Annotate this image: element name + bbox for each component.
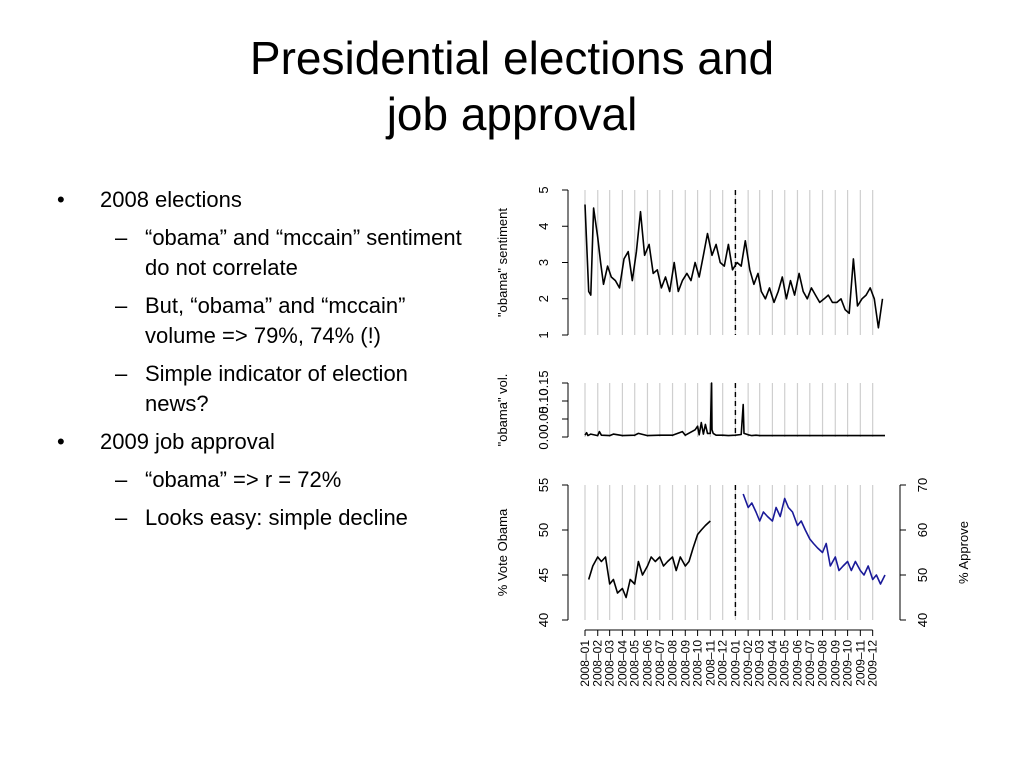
y-tick-label: 0.05 [536, 406, 551, 431]
sub-bullet-text: “obama” and “mccain” sentiment do not co… [145, 225, 462, 280]
x-tick-label: 2008–04 [615, 640, 629, 687]
title-line-2: job approval [386, 88, 638, 140]
x-tick-label: 2008–07 [653, 640, 667, 687]
x-tick-label: 2009–04 [765, 640, 779, 687]
sub-bullet-mark: – [115, 225, 128, 250]
sub-bullet-item: – Looks easy: simple decline [55, 503, 475, 533]
x-tick-label: 2008–06 [640, 640, 654, 687]
x-tick-label: 2008–10 [691, 640, 705, 687]
y-tick-label: 45 [536, 568, 551, 582]
y-tick-label: 40 [536, 613, 551, 627]
title-line-1: Presidential elections and [249, 32, 775, 84]
x-tick-label: 2008–01 [578, 640, 592, 687]
sub-bullet-mark: – [115, 293, 128, 318]
sub-bullet-item: – But, “obama” and “mccain” volume => 79… [55, 291, 475, 351]
bullet-text: 2008 elections [100, 187, 242, 212]
x-tick-label: 2008–03 [603, 640, 617, 687]
y-tick-label: 5 [536, 186, 551, 193]
x-tick-label: 2008–05 [628, 640, 642, 687]
y-tick-label: 50 [536, 523, 551, 537]
x-tick-label: 2008–09 [678, 640, 692, 687]
sub-bullet-item: – Simple indicator of election news? [55, 359, 475, 419]
bullet-list: • 2008 elections – “obama” and “mccain” … [55, 185, 475, 541]
slide-title: Presidential elections and job approval [0, 30, 1024, 142]
y-axis-label: % Vote Obama [495, 508, 510, 596]
x-tick-label: 2009–01 [728, 640, 742, 687]
x-tick-label: 2009–09 [828, 640, 842, 687]
y-tick-label: 4 [536, 223, 551, 230]
y-tick-label: 0.10 [536, 388, 551, 413]
y2-tick-label: 40 [915, 613, 930, 627]
x-tick-label: 2009–03 [753, 640, 767, 687]
series-line [587, 520, 711, 599]
x-tick-label: 2009–12 [866, 640, 880, 687]
y2-tick-label: 70 [915, 478, 930, 492]
sub-bullet-item: – “obama” => r = 72% [55, 465, 475, 495]
sub-bullet-mark: – [115, 361, 128, 386]
x-tick-label: 2008–08 [666, 640, 680, 687]
bullet-item: • 2008 elections [55, 185, 475, 215]
y-tick-label: 3 [536, 259, 551, 266]
x-tick-label: 2009–11 [853, 640, 867, 686]
series-line [742, 493, 886, 585]
x-tick-label: 2009–08 [816, 640, 830, 687]
sub-bullet-mark: – [115, 505, 128, 530]
x-tick-label: 2009–07 [803, 640, 817, 687]
x-tick-label: 2008–11 [703, 640, 717, 686]
bullet-mark: • [57, 187, 65, 212]
sub-bullet-text: But, “obama” and “mccain” volume => 79%,… [145, 293, 406, 348]
y-tick-label: 1 [536, 331, 551, 338]
x-tick-label: 2009–10 [841, 640, 855, 687]
y-tick-label: 55 [536, 478, 551, 492]
x-tick-label: 2009–05 [778, 640, 792, 687]
x-tick-label: 2009–06 [790, 640, 804, 687]
bullet-text: 2009 job approval [100, 429, 275, 454]
y-axis-label: "obama" sentiment [495, 208, 510, 317]
bullet-mark: • [57, 429, 65, 454]
series-line [584, 204, 884, 329]
y-tick-label: 2 [536, 295, 551, 302]
x-tick-label: 2008–12 [716, 640, 730, 687]
sub-bullet-text: Simple indicator of election news? [145, 361, 408, 416]
sub-bullet-text: “obama” => r = 72% [145, 467, 342, 492]
sub-bullet-item: – “obama” and “mccain” sentiment do not … [55, 223, 475, 283]
sub-bullet-text: Looks easy: simple decline [145, 505, 408, 530]
y-axis-label: "obama" vol. [495, 374, 510, 447]
y-tick-label: 0.15 [536, 370, 551, 395]
series-line [584, 382, 885, 437]
sub-bullet-mark: – [115, 467, 128, 492]
y-tick-label: 0.00 [536, 424, 551, 449]
y2-tick-label: 60 [915, 523, 930, 537]
x-tick-label: 2008–02 [591, 640, 605, 687]
y2-axis-label: % Approve [956, 521, 971, 584]
bullet-item: • 2009 job approval [55, 427, 475, 457]
y2-tick-label: 50 [915, 568, 930, 582]
x-tick-label: 2009–02 [741, 640, 755, 687]
